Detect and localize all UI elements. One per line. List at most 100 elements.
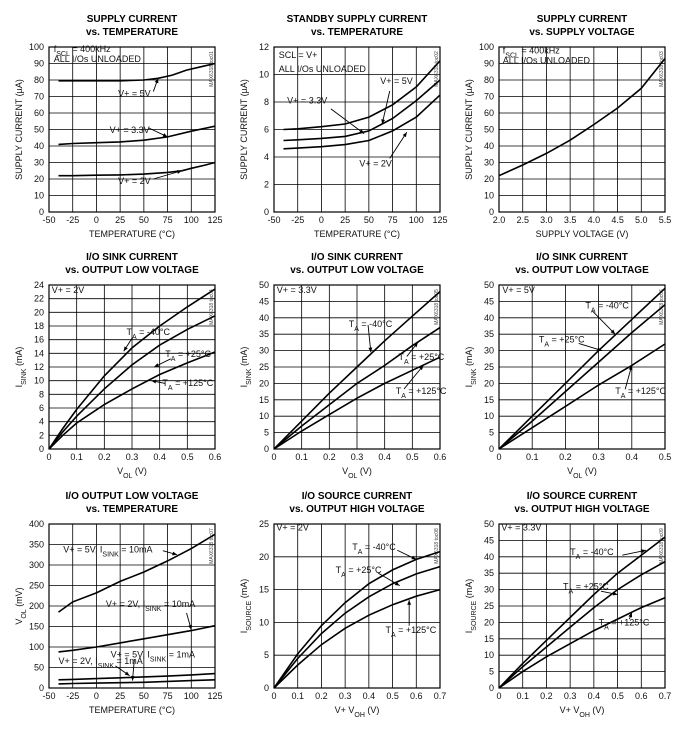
x-tick-label: 0.6 bbox=[410, 691, 423, 701]
x-axis-label: VOL (V) bbox=[342, 466, 372, 480]
condition-note: SCL = V+ bbox=[279, 50, 318, 60]
chart-title: I/O SINK CURRENT bbox=[536, 252, 628, 263]
x-tick-label: 0.6 bbox=[434, 452, 447, 462]
y-tick-label: 10 bbox=[259, 411, 269, 421]
y-tick-label: 20 bbox=[484, 378, 494, 388]
x-tick-label: 0.2 bbox=[559, 452, 572, 462]
series-label: TA = +125°C bbox=[599, 618, 650, 632]
series-label: TA = +25°C bbox=[563, 582, 609, 596]
series-line-3 bbox=[58, 161, 216, 177]
y-tick-label: 40 bbox=[259, 313, 269, 323]
x-tick-label: 0.4 bbox=[588, 691, 601, 701]
x-tick-label: 125 bbox=[207, 215, 222, 225]
y-tick-label: 50 bbox=[34, 125, 44, 135]
series-label: TA = -40°C bbox=[126, 327, 170, 341]
y-tick-label: 0 bbox=[264, 683, 269, 693]
arrow-head bbox=[628, 612, 633, 618]
series-line-1 bbox=[498, 287, 666, 450]
x-tick-label: 0.2 bbox=[315, 691, 328, 701]
x-tick-label: 25 bbox=[115, 691, 125, 701]
x-tick-label: 0.1 bbox=[291, 691, 304, 701]
y-tick-label: 20 bbox=[34, 307, 44, 317]
plot-frame bbox=[48, 46, 216, 213]
y-tick-label: 15 bbox=[259, 395, 269, 405]
series-label: V+ = 5V, ISINK = 10mA bbox=[63, 545, 152, 559]
leader-line bbox=[381, 90, 391, 125]
series-line-1 bbox=[273, 550, 441, 689]
y-tick-label: 70 bbox=[484, 92, 494, 102]
series-line-1 bbox=[273, 291, 441, 450]
chart-title: I/O SINK CURRENT bbox=[86, 252, 178, 263]
x-tick-label: 3.0 bbox=[540, 215, 553, 225]
chart-subtitle: vs. OUTPUT HIGH VOLTAGE bbox=[514, 504, 650, 515]
x-axis-label: V+ VOH (V) bbox=[335, 705, 380, 719]
chart-code-label: MAX6318 toc08 bbox=[434, 528, 440, 564]
x-tick-label: 0.5 bbox=[611, 691, 624, 701]
series-line-3 bbox=[498, 597, 666, 689]
chart-panel-1: SUPPLY CURRENT vs. TEMPERATURE -50 -25 0 25 50… bbox=[14, 14, 223, 239]
y-tick-label: 0 bbox=[264, 207, 269, 217]
arrow-head bbox=[596, 347, 602, 352]
y-tick-label: 30 bbox=[484, 346, 494, 356]
x-tick-label: 0.2 bbox=[98, 452, 111, 462]
y-tick-label: 18 bbox=[34, 321, 44, 331]
x-tick-label: 0.5 bbox=[386, 691, 399, 701]
x-tick-label: 0 bbox=[46, 452, 51, 462]
arrow-head bbox=[418, 365, 424, 371]
chart-code-label: MAX6318 toc05 bbox=[434, 289, 440, 325]
series-line-3 bbox=[283, 94, 441, 150]
x-tick-label: 0.3 bbox=[592, 452, 605, 462]
y-tick-label: 35 bbox=[484, 568, 494, 578]
x-tick-label: 0.3 bbox=[339, 691, 352, 701]
y-tick-label: 30 bbox=[259, 346, 269, 356]
y-tick-label: 10 bbox=[484, 650, 494, 660]
y-tick-label: 400 bbox=[29, 519, 44, 529]
plot-frame bbox=[48, 284, 216, 450]
arrow-head bbox=[407, 600, 412, 605]
x-tick-label: 3.5 bbox=[564, 215, 577, 225]
series-label: TA = +25°C bbox=[399, 352, 445, 366]
x-tick-label: 100 bbox=[184, 215, 199, 225]
chart-title: I/O SOURCE CURRENT bbox=[302, 491, 413, 502]
chart-code-label: MAX6318 toc03 bbox=[659, 51, 665, 87]
x-tick-label: 0.2 bbox=[540, 691, 553, 701]
y-tick-label: 8 bbox=[264, 97, 269, 107]
arrow-head bbox=[154, 363, 160, 367]
y-tick-label: 35 bbox=[259, 329, 269, 339]
y-tick-label: 15 bbox=[484, 395, 494, 405]
y-tick-label: 2 bbox=[39, 430, 44, 440]
x-tick-label: 0.1 bbox=[295, 452, 308, 462]
x-tick-label: 100 bbox=[184, 691, 199, 701]
y-tick-label: 100 bbox=[479, 42, 494, 52]
y-axis-label: SUPPLY CURRENT (µA) bbox=[239, 79, 249, 180]
series-line-2 bbox=[283, 79, 441, 142]
y-tick-label: 10 bbox=[34, 191, 44, 201]
x-axis-label: SUPPLY VOLTAGE (V) bbox=[536, 229, 629, 239]
plot-frame bbox=[498, 46, 666, 213]
y-tick-label: 15 bbox=[484, 634, 494, 644]
x-tick-label: 0 bbox=[94, 691, 99, 701]
series-label: V+ = 2V, ISINK = 10mA bbox=[106, 599, 195, 613]
leader-line bbox=[591, 310, 616, 335]
x-tick-label: 4.0 bbox=[588, 215, 601, 225]
x-axis-label: V+ VOH (V) bbox=[560, 705, 605, 719]
series-label: V+ = 3.3V bbox=[110, 125, 150, 135]
x-tick-label: 0.1 bbox=[70, 452, 83, 462]
y-tick-label: 10 bbox=[259, 70, 269, 80]
y-tick-label: 60 bbox=[34, 108, 44, 118]
y-tick-label: 15 bbox=[259, 585, 269, 595]
x-tick-label: 0.3 bbox=[351, 452, 364, 462]
leader-line bbox=[330, 108, 365, 134]
y-tick-label: 200 bbox=[29, 601, 44, 611]
x-tick-label: -25 bbox=[66, 215, 79, 225]
y-tick-label: 35 bbox=[484, 329, 494, 339]
x-tick-label: 25 bbox=[340, 215, 350, 225]
chart-subtitle: vs. OUTPUT LOW VOLTAGE bbox=[515, 265, 649, 276]
y-tick-label: 0 bbox=[489, 683, 494, 693]
series-line-2 bbox=[498, 304, 666, 450]
x-tick-label: 0.5 bbox=[181, 452, 194, 462]
y-axis-label: ISINK (mA) bbox=[464, 347, 478, 388]
